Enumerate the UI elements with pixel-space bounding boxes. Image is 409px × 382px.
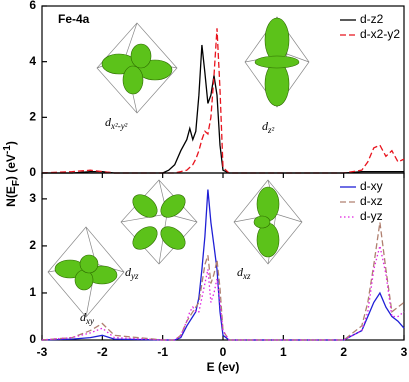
annotation-text: d — [80, 310, 87, 324]
legend-label: d-x2-y2 — [360, 27, 400, 41]
annotation-sub: z² — [267, 125, 275, 135]
y-label-part: F — [11, 180, 22, 186]
x-axis-label: E (ev) — [207, 360, 240, 374]
y-tick-label: 3 — [29, 191, 36, 205]
y-tick-label: 2 — [29, 238, 36, 252]
legend-label: d-yz — [360, 209, 383, 223]
plot-frame — [41, 172, 405, 341]
annotation: dxz — [237, 265, 251, 281]
annotation: dz² — [262, 119, 275, 135]
annotation: Fe-4a — [58, 12, 90, 26]
annotation: dxy — [80, 310, 94, 326]
annotation-sub: xz — [242, 271, 251, 281]
y-tick-label: 0 — [29, 165, 36, 179]
orbital-pictures — [47, 16, 310, 318]
series-line — [41, 245, 405, 341]
plot-frame — [41, 5, 405, 174]
y-tick-label: 4 — [29, 54, 36, 68]
annotation-text: d — [262, 119, 269, 133]
y-label-part: ) — [4, 141, 18, 145]
y-tick-label: 0 — [29, 332, 36, 346]
y-label-part: -1 — [2, 145, 13, 154]
x-tick-label: 0 — [220, 345, 227, 359]
annotation: dyz — [125, 265, 139, 281]
legend-label: d-xz — [360, 194, 383, 208]
y-label-part: N(E — [4, 186, 18, 207]
annotation: dx²-y² — [105, 115, 128, 131]
annotation-sub: x²-y² — [110, 121, 128, 131]
annotation-text: Fe-4a — [58, 12, 90, 26]
x-tick-label: 2 — [340, 345, 347, 359]
series-line — [41, 222, 405, 341]
annotation-text: d — [125, 265, 132, 279]
y-tick-label: 2 — [29, 110, 36, 124]
legend-label: d-z2 — [360, 12, 384, 26]
y-tick-label: 6 — [29, 0, 36, 12]
annotation-text: d — [237, 265, 244, 279]
annotation-text: d — [105, 115, 112, 129]
y-label-part: ) (eV — [4, 154, 18, 180]
x-tick-label: 1 — [280, 345, 287, 359]
x-tick-label: -3 — [37, 345, 48, 359]
legend-label: d-xy — [360, 179, 383, 193]
x-tick-label: -2 — [97, 345, 108, 359]
series-line — [41, 28, 405, 174]
x-tick-label: 3 — [401, 345, 408, 359]
y-tick-label: 1 — [29, 285, 36, 299]
x-tick-label: -1 — [157, 345, 168, 359]
annotation-sub: xy — [85, 316, 94, 326]
y-axis-label: N(EF) (eV-1) — [2, 141, 22, 207]
annotation-sub: yz — [130, 271, 139, 281]
